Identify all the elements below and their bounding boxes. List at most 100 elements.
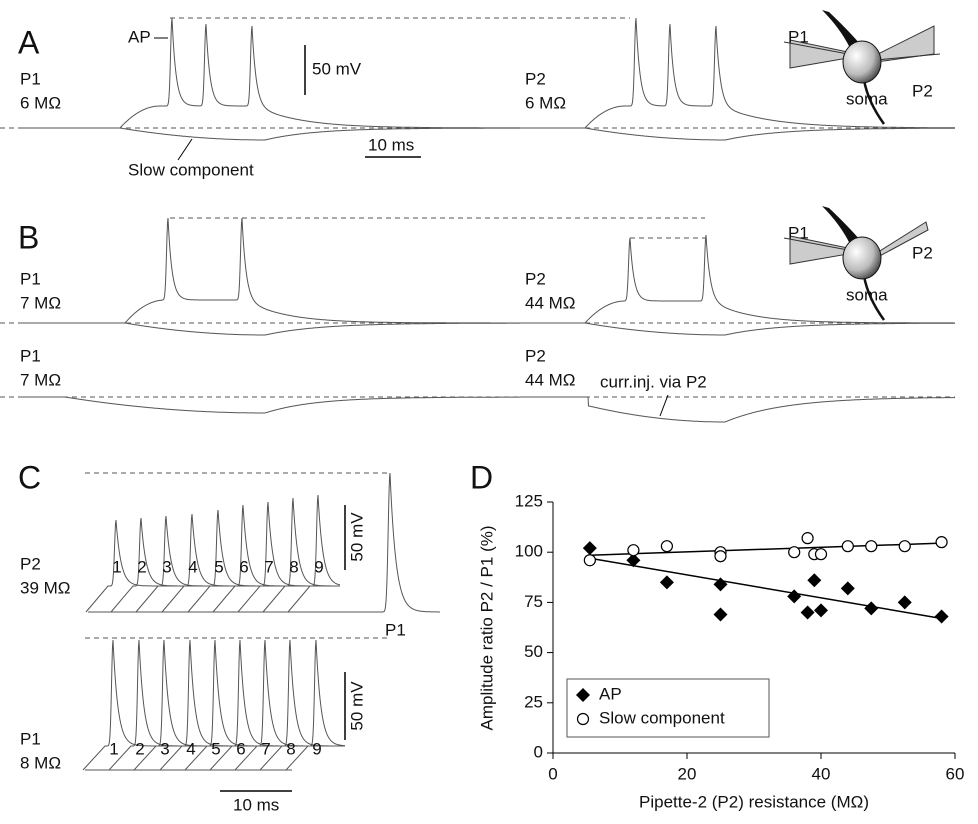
spike-number: 1 [112,557,121,576]
marker [865,540,878,553]
marker [659,575,674,590]
label: 44 MΩ [525,370,576,389]
trace [20,396,520,414]
marker [626,553,641,568]
label: P2 [20,554,41,573]
panel-b: B P1 7 MΩ P2 44 MΩ P1 7 MΩ P2 44 MΩ curr… [0,206,955,417]
marker [800,605,815,620]
trace [259,639,345,771]
panel-a: A AP P1 6 MΩ P2 6 MΩ 50 mV 10 ms Slow co… [0,10,955,179]
label: P1 [20,729,41,748]
spike-number: 5 [211,739,220,758]
panel-letter: A [18,24,40,60]
neuron-inset: P1 P2 soma [783,206,933,321]
marker [713,607,728,622]
trace [287,494,341,613]
label: P2 [525,269,546,288]
label: 8 MΩ [20,753,61,772]
marker [840,581,855,596]
trace [20,322,520,336]
x-tick-label: 20 [678,764,697,783]
legend-label: AP [599,684,622,703]
trace [85,519,340,613]
spike-number: 4 [186,739,195,758]
pointer [659,394,669,417]
label: P2 [525,69,546,88]
y-tick-label: 125 [515,491,543,510]
y-tick-label: 50 [524,642,543,661]
trace [520,396,955,423]
neuron-inset: P1 P2 soma [783,10,941,125]
legend-marker [576,712,590,726]
trace [520,17,955,129]
y-tick-label: 100 [515,542,543,561]
label: Slow component [128,160,254,179]
label: P1 [788,27,809,46]
marker [582,541,597,556]
label: P2 [912,81,933,100]
trend-line [589,557,942,620]
marker [788,546,801,559]
panel-d: D Pipette-2 (P2) resistance (MΩ) Amplitu… [470,459,964,811]
trace [520,127,955,141]
label: 6 MΩ [20,93,61,112]
trace [20,127,520,141]
scale-label: 50 mV [312,59,362,78]
label: soma [846,89,888,108]
label: curr.inj. via P2 [600,372,707,391]
spike-number: 4 [188,557,197,576]
legend-label: Slow component [599,708,725,727]
label: P2 [525,346,546,365]
legend-box [566,678,770,738]
marker [787,589,802,604]
marker [583,554,596,567]
label: soma [846,285,888,304]
y-tick-label: 0 [534,742,543,761]
marker [841,540,854,553]
label: P1 [788,223,809,242]
marker [627,544,640,557]
trace [20,17,520,129]
spike-number: 8 [286,739,295,758]
panel-letter: B [18,219,39,255]
pointer [177,138,193,161]
label: 39 MΩ [20,578,71,597]
x-axis-label: Pipette-2 (P2) resistance (MΩ) [639,792,869,811]
trace [285,639,346,771]
y-tick-label: 25 [524,692,543,711]
spike-number: 7 [261,739,270,758]
y-tick-label: 75 [524,592,543,611]
spike-number: 3 [160,739,169,758]
spike-number: 9 [314,557,323,576]
spike-number: 7 [264,557,273,576]
label: 44 MΩ [525,293,576,312]
spike-number: 6 [239,557,248,576]
label: P1 [20,346,41,365]
marker [814,548,828,561]
scale-label: 10 ms [233,795,279,814]
scale-label: 50 mV [347,512,366,562]
x-tick-label: 60 [946,764,965,783]
marker [801,532,814,545]
trace [262,497,340,613]
y-axis-label: Amplitude ratio P2 / P1 (%) [477,525,496,730]
scale-label: 10 ms [368,135,414,154]
label: P1 [385,620,406,639]
label: AP [128,27,151,46]
spike-number: 1 [109,739,118,758]
spike-number: 6 [236,739,245,758]
marker [898,540,911,553]
marker [814,603,828,618]
legend-marker [576,688,590,702]
label: 7 MΩ [20,370,61,389]
trace [520,234,955,324]
trace [520,322,955,336]
marker [807,573,822,588]
panel-letter: D [470,459,493,495]
spike-number: 3 [162,557,171,576]
marker [714,550,727,563]
spike-number: 5 [214,557,223,576]
spike-number: 2 [137,557,146,576]
